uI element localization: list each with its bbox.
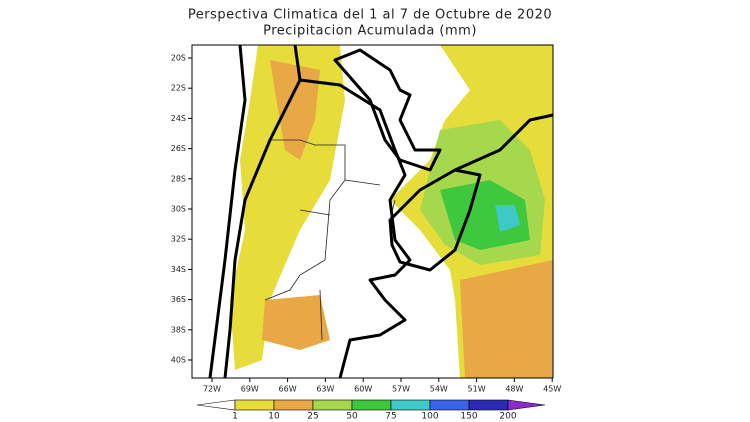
lat-label: 36S (171, 295, 186, 304)
lon-label: 63W (316, 385, 334, 394)
colorbar-segment (429, 399, 470, 411)
rain-yellow (230, 45, 345, 370)
map-area (191, 44, 554, 379)
colorbar-segment (312, 399, 353, 411)
country-border (388, 168, 482, 272)
lon-label: 57W (392, 385, 410, 394)
lat-label: 30S (171, 205, 186, 214)
colorbar-segment (390, 399, 431, 411)
lon-label: 48W (505, 385, 523, 394)
lat-label: 22S (171, 84, 186, 93)
colorbar-low (196, 399, 236, 411)
title: Perspectiva Climatica del 1 al 7 de Octu… (188, 8, 552, 23)
colorbar-label: 150 (460, 412, 477, 422)
colorbar-segment (351, 399, 392, 411)
lat-label: 28S (171, 174, 186, 183)
lat-label: 32S (171, 235, 186, 244)
lat-label: 26S (171, 144, 186, 153)
colorbar-high (507, 399, 546, 411)
lon-label: 45W (543, 385, 561, 394)
colorbar-label: 75 (385, 412, 396, 422)
lon-label: 72W (203, 385, 221, 394)
country-border (333, 48, 442, 172)
rain-cyan (495, 205, 520, 232)
colorbar-label: 50 (346, 412, 358, 422)
rain-orange (262, 295, 330, 350)
colorbar-label: 1 (232, 412, 238, 422)
lat-label: 40S (171, 356, 186, 365)
rain-orange (460, 260, 553, 378)
colorbar-segment (273, 399, 314, 411)
lat-label: 24S (171, 114, 186, 123)
colorbar-label: 10 (268, 412, 280, 422)
country-border (208, 44, 554, 379)
lat-label: 38S (171, 325, 186, 334)
lat-label: 34S (171, 265, 186, 274)
lon-label: 69W (241, 385, 259, 394)
rain-orange (270, 60, 320, 160)
lat-label: 20S (171, 54, 186, 63)
colorbar-segment (234, 399, 275, 411)
lon-label: 60W (354, 385, 372, 394)
colorbar-label: 100 (421, 412, 438, 422)
lon-label: 51W (468, 385, 486, 394)
map-frame (191, 44, 554, 379)
colorbar-label: 25 (307, 412, 318, 422)
colorbar-segment (468, 399, 509, 411)
colorbar-label: 200 (499, 412, 516, 422)
lon-label: 54W (430, 385, 448, 394)
lon-label: 66W (279, 385, 297, 394)
country-border (223, 44, 412, 379)
province-border (264, 139, 396, 341)
subtitle: Precipitacion Acumulada (mm) (263, 24, 477, 39)
